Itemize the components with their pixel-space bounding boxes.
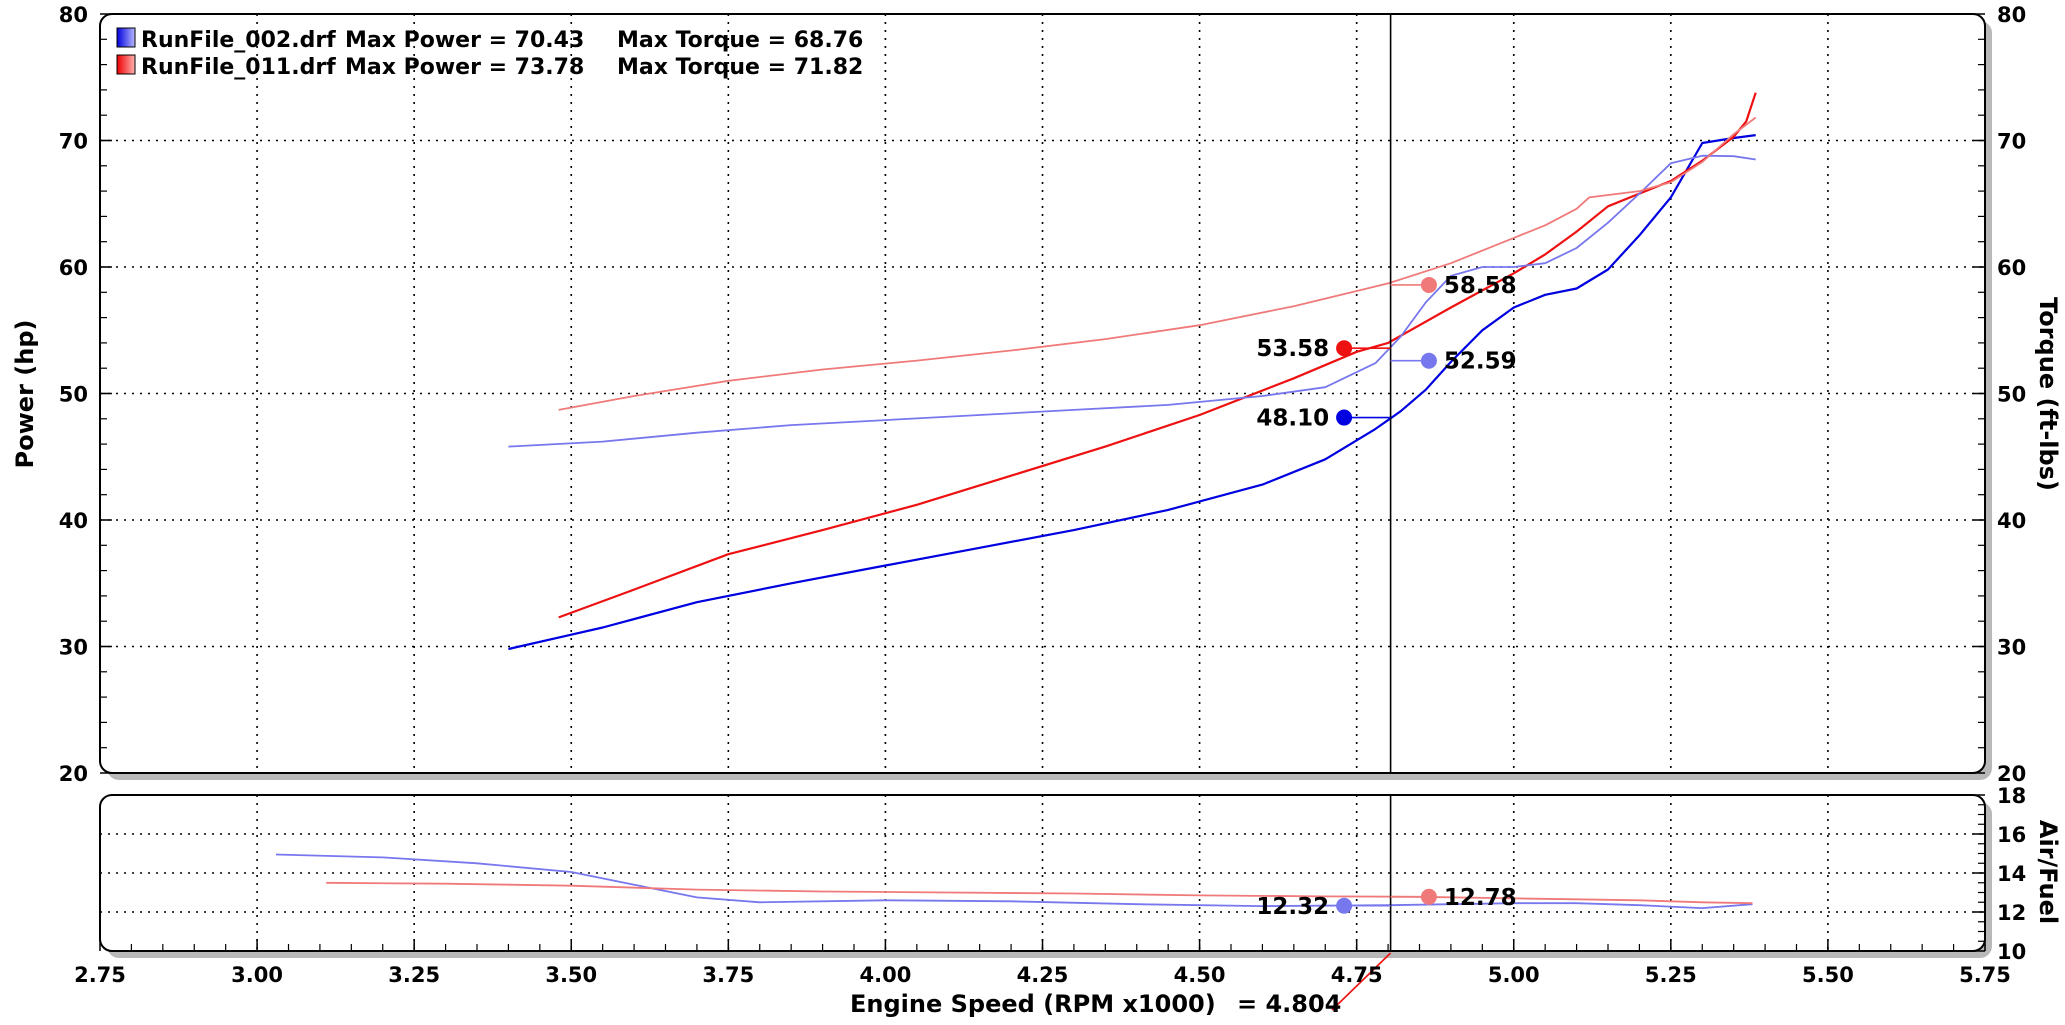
- y-tick-label-power: 70: [59, 130, 88, 154]
- legend-power-011: Max Power = 73.78: [345, 55, 584, 80]
- x-tick-label: 4.25: [1017, 963, 1069, 987]
- x-tick-label: 3.75: [702, 963, 754, 987]
- y-tick-label-airfuel: 10: [1997, 940, 2026, 964]
- x-tick-label: 5.50: [1802, 963, 1854, 987]
- y-tick-label-airfuel: 16: [1997, 823, 2026, 847]
- legend-swatch-011[interactable]: [116, 54, 136, 75]
- y-axis-title-power: Power (hp): [11, 320, 39, 469]
- y-tick-label-torque: 50: [1997, 383, 2026, 407]
- afr-line-002: [275, 853, 1753, 909]
- grid: [100, 14, 1985, 951]
- air-fuel-series: [275, 853, 1753, 909]
- axis-ticks: [99, 13, 1986, 952]
- callout-afr-011-marker[interactable]: [1420, 888, 1437, 905]
- callout-torque-011-marker[interactable]: [1420, 276, 1437, 293]
- y-tick-label-torque: 40: [1997, 509, 2026, 533]
- x-tick-label: 4.00: [860, 963, 912, 987]
- callout-torque-002-label: 52.59: [1444, 349, 1517, 375]
- y-tick-label-torque: 20: [1997, 762, 2026, 786]
- x-tick-label: 3.00: [231, 963, 283, 987]
- y-tick-label-airfuel: 12: [1997, 901, 2026, 925]
- callout-power-002-label: 48.10: [1256, 406, 1329, 432]
- axis-labels: 2.75 3.00 3.25 3.50 3.75 4.00 4.25 4.50 4.75 5.00…: [59, 3, 2026, 987]
- legend-torque-011: Max Torque = 71.82: [617, 55, 863, 80]
- legend-file-002: RunFile_002.drf: [141, 28, 336, 53]
- x-tick-label: 5.75: [1959, 963, 2011, 987]
- power-line-002: [508, 134, 1756, 651]
- legend-swatch-002[interactable]: [116, 27, 136, 48]
- afr-line-011: [326, 881, 1753, 905]
- x-tick-label: 3.50: [545, 963, 597, 987]
- y-axis-title-airfuel: Air/Fuel: [2034, 820, 2062, 924]
- x-axis-title: Engine Speed (RPM x1000): [850, 990, 1216, 1018]
- y-tick-label-power: 50: [59, 383, 88, 407]
- y-tick-label-airfuel: 14: [1997, 862, 2026, 886]
- torque-line-002: [508, 154, 1756, 448]
- x-tick-label: 5.00: [1488, 963, 1540, 987]
- callout-afr-011-label: 12.78: [1444, 885, 1517, 911]
- x-tick-label: 3.25: [388, 963, 440, 987]
- y-tick-label-torque: 30: [1997, 636, 2026, 660]
- legend-torque-002: Max Torque = 68.76: [617, 28, 863, 53]
- legend-file-011: RunFile_011.drf: [141, 55, 336, 80]
- y-tick-label-torque: 80: [1997, 3, 2026, 27]
- torque-line-011: [558, 116, 1757, 411]
- x-tick-label: 4.50: [1174, 963, 1226, 987]
- cursor-readout: = 4.804: [1237, 990, 1341, 1018]
- callout-power-011-label: 53.58: [1256, 336, 1329, 362]
- air-fuel-panel: [99, 794, 1986, 952]
- y-tick-label-airfuel: 18: [1997, 784, 2026, 808]
- x-tick-label: 4.75: [1331, 963, 1383, 987]
- callout-power-011-marker[interactable]: [1336, 340, 1353, 357]
- legend: RunFile_002.drf Max Power = 70.43 Max To…: [116, 27, 863, 80]
- rpm-cursor-pointer: [1331, 952, 1392, 1011]
- cursor-callouts: 48.10 53.58 52.59 58.58 12.32 12.78: [1256, 273, 1516, 920]
- y-tick-label-power: 40: [59, 509, 88, 533]
- power-line-011: [558, 92, 1757, 619]
- y-axis-title-torque: Torque (ft-lbs): [2034, 297, 2062, 491]
- x-tick-label: 2.75: [74, 963, 126, 987]
- callout-afr-002-marker[interactable]: [1336, 897, 1353, 914]
- power-torque-series: [508, 92, 1757, 651]
- callout-power-002-marker[interactable]: [1336, 409, 1353, 426]
- legend-power-002: Max Power = 70.43: [345, 28, 584, 53]
- callout-torque-002-marker[interactable]: [1420, 352, 1437, 369]
- y-tick-label-torque: 60: [1997, 256, 2026, 280]
- y-tick-label-power: 30: [59, 636, 88, 660]
- y-tick-label-power: 20: [59, 762, 88, 786]
- y-tick-label-torque: 70: [1997, 130, 2026, 154]
- x-tick-label: 5.25: [1645, 963, 1697, 987]
- y-tick-label-power: 60: [59, 256, 88, 280]
- callout-afr-002-label: 12.32: [1256, 894, 1329, 920]
- callout-torque-011-label: 58.58: [1444, 273, 1517, 299]
- y-tick-label-power: 80: [59, 3, 88, 27]
